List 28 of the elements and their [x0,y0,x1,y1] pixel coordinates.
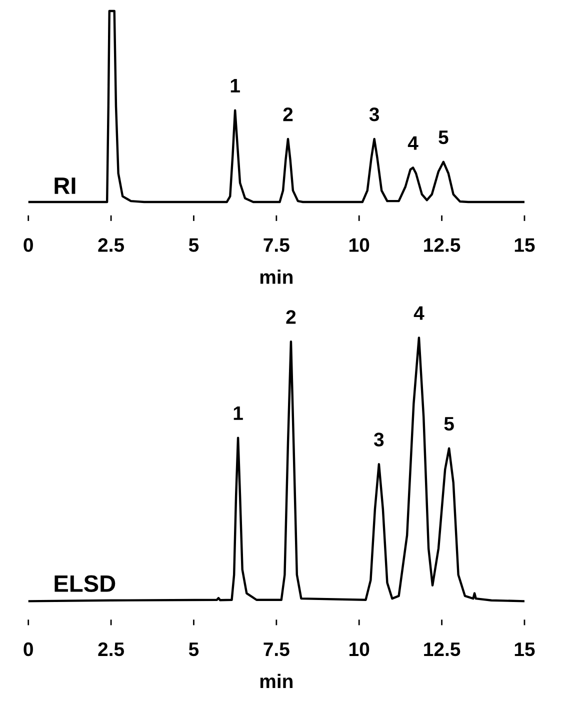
annotation: 3 [369,107,380,122]
annotation: 2 [283,107,293,122]
x-tick-label: 0 [24,238,33,252]
x-tick-label: 10 [350,238,370,252]
text: ELSD [54,575,116,592]
annotation: 4 [414,306,424,320]
text: RI [54,178,76,194]
annotation: 5 [438,130,448,144]
annotation: 4 [408,136,418,150]
x-axis-title: min [260,270,292,284]
annotation: 3 [374,432,384,446]
x-tick-label: 15 [514,642,535,656]
x-tick-label: 7.5 [264,238,290,252]
x-tick-label: 2.5 [98,238,124,252]
x-tick-label: 5 [188,642,199,656]
x-tick-label: 12.5 [424,642,460,656]
annotation: 2 [286,310,296,324]
x-axis-title: min [260,674,292,688]
x-tick-label: 2.5 [98,642,124,656]
annotation: 1 [234,406,243,420]
x-tick-label: 7.5 [264,642,290,656]
annotation: 5 [444,417,454,431]
x-tick-label: 15 [514,238,535,252]
x-tick-label: 12.5 [424,238,460,252]
x-tick-label: 10 [350,642,370,656]
annotation: 1 [230,79,240,92]
x-tick-label: 5 [188,238,199,252]
x-tick-label: 0 [24,642,33,656]
